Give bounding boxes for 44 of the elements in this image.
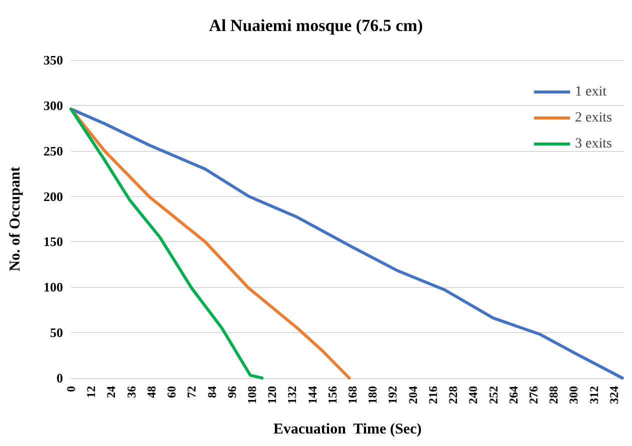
x-tick-label: 12 — [84, 386, 98, 398]
x-tick-label: 228 — [446, 386, 460, 404]
x-tick-label: 132 — [285, 386, 300, 404]
x-axis-title: Evacuation Time (Sec) — [273, 422, 422, 438]
line-series — [70, 108, 264, 380]
x-tick-label: 60 — [164, 386, 179, 398]
y-axis-title: No. of Occupant — [8, 166, 24, 272]
x-tick-label: 264 — [506, 386, 520, 404]
legend-label: 3 exits — [575, 136, 612, 152]
x-tick-label: 300 — [566, 386, 581, 404]
x-tick-label: 276 — [526, 386, 541, 404]
y-tick-label: 350 — [44, 52, 63, 68]
x-tick-label: 312 — [586, 386, 601, 404]
x-tick-label: 72 — [184, 386, 199, 398]
x-tick-label: 96 — [224, 386, 239, 398]
y-tick-label: 100 — [44, 280, 63, 295]
x-tick-label: 192 — [386, 386, 400, 404]
y-tick-label: 50 — [50, 325, 63, 340]
x-tick-label: 48 — [144, 386, 158, 398]
y-tick-label: 200 — [44, 188, 63, 204]
x-tick-label: 204 — [406, 386, 420, 404]
x-tick-label: 180 — [366, 386, 380, 404]
x-tick-label: 156 — [325, 386, 340, 404]
x-tick-label: 36 — [124, 386, 138, 398]
y-tick-label: 300 — [44, 98, 63, 113]
x-tick-label: 252 — [486, 386, 500, 404]
y-tick-label: 0 — [56, 370, 63, 386]
x-tick-label: 84 — [204, 386, 219, 398]
x-tick-label: 168 — [346, 386, 360, 404]
x-tick-label: 216 — [426, 386, 440, 404]
y-tick-label: 250 — [44, 143, 63, 158]
x-tick-label: 288 — [546, 386, 561, 404]
x-tick-label: 0 — [64, 386, 78, 392]
x-tick-label: 108 — [244, 386, 259, 404]
y-tick-label: 150 — [44, 234, 63, 250]
x-tick-label: 120 — [265, 386, 280, 404]
x-tick-label: 324 — [606, 386, 621, 404]
x-tick-label: 144 — [305, 386, 320, 404]
chart-title: Al Nuaiemi mosque (76.5 cm) — [209, 16, 423, 35]
x-tick-label: 240 — [466, 386, 480, 404]
x-tick-label: 24 — [104, 386, 118, 398]
line-series — [70, 108, 624, 380]
legend-label: 1 exit — [575, 84, 607, 100]
legend-label: 2 exits — [575, 110, 612, 126]
